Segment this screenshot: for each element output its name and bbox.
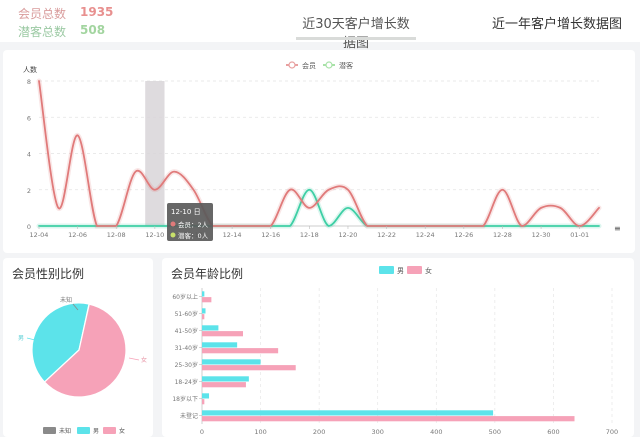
- x-tick-label: 300: [372, 428, 384, 436]
- y-tick-label: 51-60岁: [175, 310, 198, 318]
- x-tick-label: 12-26: [454, 231, 473, 239]
- top-bar: 会员总数 1935 潜客总数 508 近30天客户增长数据图 近一年客户增长数据…: [0, 0, 640, 51]
- y-tick-label: 18-24岁: [175, 378, 198, 386]
- tooltip-member: 会员：2人: [178, 220, 209, 229]
- x-tick-label: 01-01: [570, 231, 589, 239]
- gender-pie-chart: 未知 男 女 未知 男 女: [18, 296, 147, 435]
- x-tick-label: 12-18: [300, 231, 319, 239]
- x-tick-label: 0: [200, 428, 204, 436]
- legend-male: 男: [93, 428, 99, 435]
- pie-label-female: 女: [141, 356, 147, 364]
- x-tick-label: 12-06: [68, 231, 87, 239]
- x-tick-label: 12-24: [416, 231, 435, 239]
- gender-legend[interactable]: 未知 男 女: [43, 427, 125, 435]
- pie-slice-male[interactable]: [31, 302, 90, 383]
- age-ratio-title: 会员年龄比例: [171, 267, 244, 281]
- legend-prospect: 潜客: [339, 61, 353, 70]
- x-tick-label: 12-20: [339, 231, 358, 239]
- chart-tooltip: 12-10 日 会员：2人 潜客：0人: [167, 203, 213, 241]
- y-tick-label: 6: [27, 114, 31, 122]
- pie-label-unknown: 未知: [60, 296, 72, 304]
- legend-female: 女: [119, 427, 125, 435]
- prospect-series-line: [38, 188, 600, 227]
- legend-swatch-male: [77, 427, 90, 434]
- y-tick-label: 2: [27, 187, 31, 195]
- pie-label-male: 男: [18, 335, 24, 342]
- x-tick-label: 12-22: [377, 231, 396, 239]
- pie-slice-female[interactable]: [43, 303, 127, 398]
- growth-chart-legend[interactable]: 会员 潜客: [286, 61, 353, 70]
- y-tick-label: 8: [27, 78, 31, 86]
- bar-female[interactable]: [202, 348, 279, 354]
- member-series-line: [38, 80, 600, 227]
- bar-male[interactable]: [202, 376, 249, 382]
- bar-male[interactable]: [202, 342, 238, 348]
- bar-female[interactable]: [202, 365, 296, 371]
- x-tick-label: 700: [606, 428, 618, 436]
- x-tick-label: 12-28: [493, 231, 512, 239]
- bar-female[interactable]: [202, 331, 243, 337]
- y-tick-label: 31-40岁: [175, 344, 198, 352]
- legend-swatch-unknown: [43, 427, 56, 434]
- legend-swatch-female: [103, 427, 116, 434]
- gender-ratio-panel: 会员性别比例 未知 男 女 未知 男 女: [3, 258, 153, 437]
- age-legend[interactable]: 男 女: [379, 266, 432, 275]
- y-tick-label: 41-50岁: [175, 327, 198, 335]
- hover-highlight-band: [145, 81, 165, 226]
- gender-ratio-title: 会员性别比例: [12, 267, 85, 281]
- bar-female[interactable]: [202, 399, 205, 405]
- tooltip-prospect: 潜客：0人: [178, 231, 209, 240]
- bar-male[interactable]: [202, 359, 261, 365]
- member-total-value: 1935: [80, 5, 114, 19]
- age-ratio-panel: 会员年龄比例 男 女 0 100 200 300 400 500 600 700 未登记 18岁…: [162, 258, 634, 437]
- legend-swatch-female: [407, 266, 422, 274]
- bar-female[interactable]: [202, 416, 575, 422]
- x-tick-label: 400: [430, 428, 442, 436]
- prospect-total-value: 508: [80, 23, 106, 37]
- x-tick-label: 12-08: [107, 231, 126, 239]
- bar-male[interactable]: [202, 393, 210, 399]
- menu-icon[interactable]: ≡: [614, 224, 621, 233]
- bar-male[interactable]: [202, 325, 219, 331]
- legend-swatch-male: [379, 266, 394, 274]
- age-legend-male: 男: [397, 267, 404, 275]
- y-tick-label: 0: [27, 223, 31, 231]
- tab-30-day-growth[interactable]: 近30天客户增长数据图: [302, 17, 410, 51]
- x-tick-label: 12-30: [532, 231, 551, 239]
- legend-member: 会员: [302, 61, 316, 70]
- y-tick-label: 60岁以上: [172, 293, 198, 301]
- x-tick-label: 12-10: [145, 231, 164, 239]
- bar-male[interactable]: [202, 308, 206, 314]
- x-tick-label: 200: [313, 428, 325, 436]
- age-legend-female: 女: [425, 266, 432, 275]
- x-tick-label: 500: [489, 428, 501, 436]
- bar-male[interactable]: [202, 410, 494, 416]
- member-total-stat: 会员总数 1935: [18, 5, 113, 22]
- y-axis-label: 人数: [23, 65, 37, 74]
- legend-unknown: 未知: [59, 427, 71, 435]
- bar-female[interactable]: [202, 314, 205, 320]
- y-tick-label: 18岁以下: [172, 395, 198, 403]
- x-tick-label: 600: [547, 428, 559, 436]
- prospect-total-stat: 潜客总数 508: [18, 23, 105, 40]
- x-tick-label: 12-04: [30, 231, 49, 239]
- bar-male[interactable]: [202, 291, 205, 297]
- bar-female[interactable]: [202, 297, 212, 303]
- bar-female[interactable]: [202, 382, 246, 388]
- active-tab-indicator: [296, 37, 416, 40]
- tab-1-year-growth[interactable]: 近一年客户增长数据图: [492, 17, 623, 32]
- x-tick-label: 12-16: [261, 231, 280, 239]
- y-tick-label: 4: [27, 151, 31, 159]
- age-bar-chart: 男 女 0 100 200 300 400 500 600 700 未登记 18岁以下 18-24…: [172, 266, 618, 436]
- x-tick-label: 12-14: [223, 231, 242, 239]
- prospect-total-label: 潜客总数: [18, 25, 67, 39]
- y-tick-label: 25-30岁: [175, 361, 198, 369]
- tooltip-title: 12-10 日: [171, 208, 201, 216]
- y-tick-label: 未登记: [180, 412, 198, 420]
- member-total-label: 会员总数: [18, 7, 67, 21]
- x-tick-label: 100: [254, 428, 266, 436]
